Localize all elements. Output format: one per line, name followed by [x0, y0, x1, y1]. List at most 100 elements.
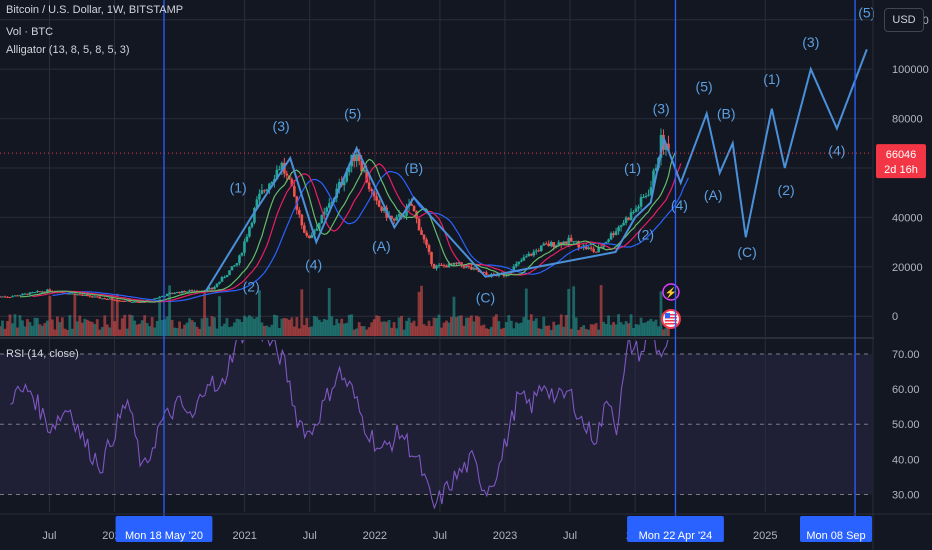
volume-bar: [604, 324, 608, 336]
time-tick-label: 2022: [363, 530, 387, 542]
candle-body: [639, 197, 643, 207]
currency-button[interactable]: USD: [884, 8, 924, 32]
candle-body: [644, 195, 648, 197]
rsi-tick-label: 30.00: [892, 489, 920, 501]
rsi-legend[interactable]: RSI (14, close): [6, 348, 79, 360]
volume-bar: [357, 322, 361, 336]
candle-body: [410, 203, 413, 206]
candle-body: [120, 300, 124, 302]
volume-bar: [502, 327, 506, 336]
lightning-glyph: ⚡: [665, 286, 677, 299]
volume-bar: [255, 317, 259, 336]
time-tick-label: Jul: [433, 530, 447, 542]
candle-body: [31, 292, 34, 294]
volume-bar: [317, 319, 321, 336]
candle-body: [71, 293, 74, 295]
volume-bar: [133, 320, 137, 336]
volume-legend[interactable]: Vol · BTC: [6, 26, 54, 38]
volume-bar: [549, 329, 553, 336]
volume-bar: [587, 329, 591, 336]
candle-body: [647, 194, 650, 196]
volume-bar: [609, 324, 613, 336]
volume-bar: [564, 315, 568, 336]
volume-bar: [330, 316, 334, 336]
volume-bar: [512, 328, 516, 336]
volume-bar: [367, 327, 371, 336]
volume-bar: [465, 317, 468, 336]
candle-body: [95, 296, 99, 298]
volume-bar: [642, 322, 645, 336]
wave-label: (3): [653, 101, 670, 117]
volume-bar: [143, 315, 147, 336]
candle-body: [100, 298, 104, 300]
volume-bar: [33, 317, 37, 336]
volume-bar: [612, 321, 615, 336]
candle-body: [562, 241, 566, 246]
candle-body: [325, 207, 329, 212]
symbol-title[interactable]: Bitcoin / U.S. Dollar, 1W, BITSTAMP: [6, 4, 184, 16]
volume-bar: [130, 315, 134, 336]
price-tick-label: 100000: [892, 64, 929, 76]
volume-bar: [200, 318, 204, 336]
volume-bar: [574, 317, 578, 336]
candle-body: [567, 237, 571, 244]
volume-bar: [188, 318, 191, 336]
volume-bar: [80, 322, 84, 336]
volume-bar: [462, 325, 466, 336]
candle-body: [18, 295, 22, 297]
flag-stripe: [664, 320, 677, 322]
candle-body: [143, 301, 146, 303]
volume-bar: [0, 326, 2, 336]
volume-bar: [118, 329, 122, 336]
candle-body: [61, 291, 64, 293]
volume-bar: [105, 324, 109, 336]
volume-bar: [494, 314, 498, 336]
candle-body: [68, 293, 72, 295]
volume-bar: [572, 286, 576, 336]
candle-body: [447, 263, 451, 268]
volume-bar: [539, 328, 543, 336]
volume-bar: [427, 320, 431, 336]
candle-body: [612, 233, 615, 235]
volume-bar: [480, 325, 483, 336]
candle-body: [367, 182, 371, 190]
volume-bar: [519, 322, 523, 336]
volume-bar: [243, 315, 246, 336]
volume-bar: [489, 326, 493, 336]
time-tick-label: 2023: [493, 530, 517, 542]
volume-bar: [287, 319, 291, 336]
candle-body: [584, 245, 588, 249]
candle-body: [238, 255, 241, 264]
candle-body: [659, 134, 663, 158]
volume-bar: [148, 326, 152, 336]
volume-bar: [258, 290, 261, 336]
volume-bar: [123, 314, 127, 336]
candle-body: [1, 296, 4, 298]
volume-bar: [532, 320, 536, 336]
volume-bar: [592, 324, 596, 336]
volume-bar: [507, 315, 511, 336]
candle-body: [298, 209, 301, 215]
candle-body: [123, 300, 127, 302]
volume-bar: [452, 296, 456, 336]
volume-bar: [153, 327, 157, 336]
alligator-legend[interactable]: Alligator (13, 8, 5, 8, 5, 3): [6, 44, 130, 56]
volume-bar: [145, 322, 149, 336]
volume-bar: [584, 328, 588, 336]
volume-bar: [315, 316, 319, 336]
volume-bar: [85, 319, 89, 336]
flag-stripe: [664, 317, 677, 319]
volume-bar: [65, 329, 69, 336]
candle-body: [16, 295, 19, 297]
candle-body: [445, 265, 448, 268]
candle-body: [554, 245, 558, 247]
volume-bar: [73, 295, 77, 336]
volume-bar: [50, 319, 54, 336]
elliott-wave-path: [204, 49, 868, 293]
volume-bar: [332, 325, 336, 336]
price-tick-label: 40000: [892, 212, 923, 224]
volume-bar: [484, 328, 488, 336]
candle-body: [268, 183, 271, 190]
